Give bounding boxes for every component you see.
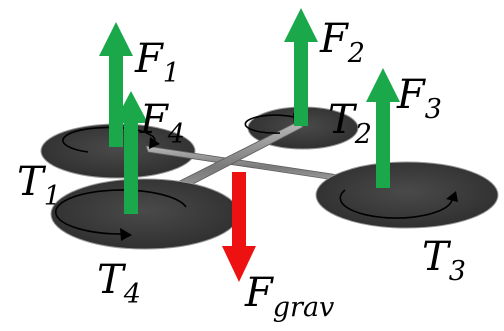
thrust-arrow-3-icon (366, 68, 400, 188)
rotation-arrow-1-icon (62, 126, 160, 153)
label-t1: T1 (17, 159, 61, 212)
label-t3: T3 (422, 234, 466, 287)
label-f3: F3 (396, 72, 442, 125)
label-f2: F2 (319, 16, 365, 69)
rotor-disk-4 (50, 178, 240, 250)
rotation-arrow-4-icon (54, 189, 187, 241)
thrust-arrow-1-icon (99, 22, 133, 147)
label-t4: T4 (97, 257, 141, 310)
rotation-arrow-3-icon (339, 189, 458, 219)
label-fgrav: Fgrav (244, 270, 334, 323)
thrust-arrow-2-icon (284, 8, 318, 126)
label-f1: F1 (134, 36, 180, 89)
thrust-arrow-4-icon (114, 91, 148, 214)
label-f4: F4 (139, 97, 185, 150)
gravity-arrow-icon (222, 172, 256, 282)
rotor-disk-3 (315, 161, 499, 229)
label-t2: T2 (328, 97, 372, 150)
